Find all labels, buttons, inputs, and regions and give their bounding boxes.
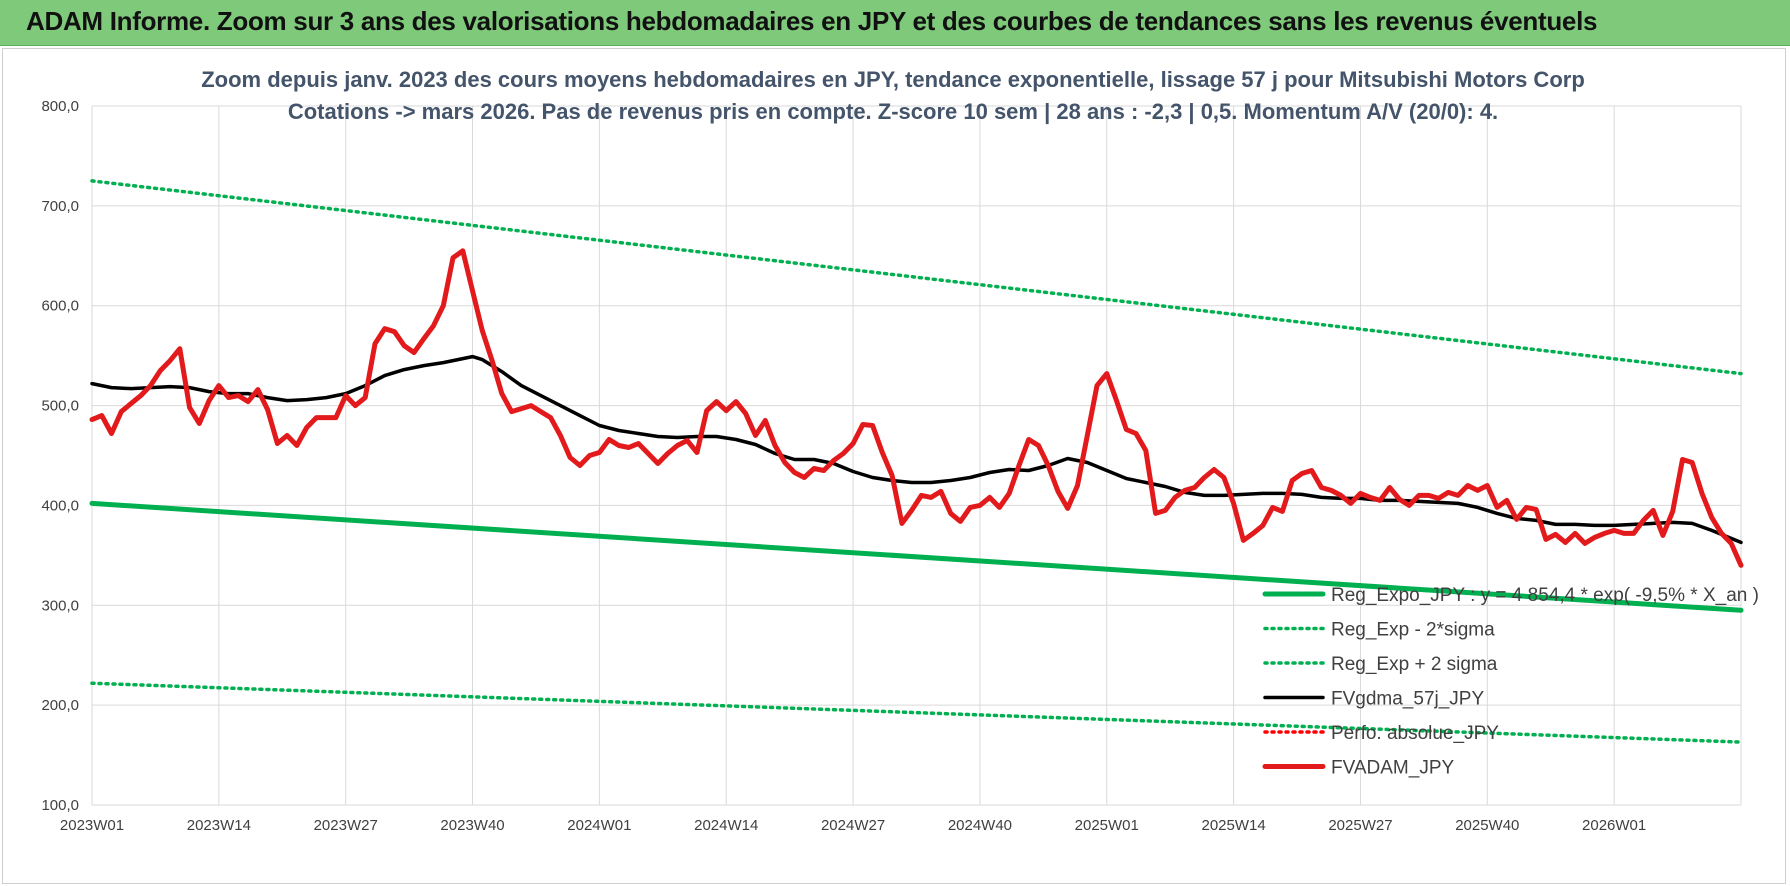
x-tick-label: 2023W01 [60,817,124,834]
x-tick-label: 2024W27 [821,817,885,834]
x-tick-label: 2024W14 [694,817,758,834]
y-axis-ticks: 100,0 200,0 300,0 400,0 500,0 600,0 700,0 800,0 [41,98,79,814]
report-title: ADAM Informe. Zoom sur 3 ans des valoris… [26,6,1598,36]
y-tick-label: 300,0 [41,597,79,614]
x-tick-label: 2026W01 [1582,817,1646,834]
legend-entry-reg-expo-label: Reg_Expo_JPY : y = 4 854,4 * exp( -9,5% … [1331,585,1759,606]
y-tick-label: 100,0 [41,797,79,814]
x-tick-label: 2024W01 [567,817,631,834]
legend: Reg_Expo_JPY : y = 4 854,4 * exp( -9,5% … [1262,585,1759,779]
series-fvgdma-57j-line [90,354,1743,545]
y-tick-label: 600,0 [41,298,79,315]
x-tick-label: 2023W14 [187,817,251,834]
x-tick-label: 2025W14 [1202,817,1266,834]
series-fvadam-line [89,248,1744,568]
x-tick-label: 2023W40 [440,817,504,834]
y-tick-label: 700,0 [41,198,79,215]
y-tick-label: 200,0 [41,697,79,714]
x-axis-ticks: 2023W01 2023W14 2023W27 2023W40 2024W01 2024W… [60,817,1646,834]
grid-lines [91,105,1742,806]
series-layer [89,179,1744,744]
chart-frame: Zoom depuis janv. 2023 des cours moyens … [2,48,1786,884]
x-tick-label: 2023W27 [314,817,378,834]
legend-entry-fvgdma-label: FVgdma_57j_JPY [1331,689,1484,710]
series-reg-exp-plus-2sigma [90,179,1743,376]
chart-title-line-2: Cotations -> mars 2026. Pas de revenus p… [288,99,1498,124]
x-tick-label: 2024W40 [948,817,1012,834]
x-tick-label: 2025W40 [1455,817,1519,834]
y-tick-label: 400,0 [41,497,79,514]
legend-entry-minus-2sigma-label: Reg_Exp - 2*sigma [1331,620,1495,641]
x-tick-label: 2025W27 [1328,817,1392,834]
chart-title-line-1: Zoom depuis janv. 2023 des cours moyens … [201,67,1585,92]
legend-entry-fvadam-label: FVADAM_JPY [1331,758,1455,779]
series-reg-expo-line [89,500,1744,613]
series-reg-exp-minus-2sigma [90,681,1743,744]
report-banner: ADAM Informe. Zoom sur 3 ans des valoris… [0,0,1790,46]
y-tick-label: 500,0 [41,398,79,415]
y-tick-label: 800,0 [41,98,79,115]
legend-entry-perfo-absolue-label: Perfo. absolue_JPY [1331,723,1499,744]
x-tick-label: 2025W01 [1075,817,1139,834]
chart-svg: Zoom depuis janv. 2023 des cours moyens … [41,67,1759,834]
legend-entry-plus-2sigma-label: Reg_Exp + 2 sigma [1331,654,1498,675]
